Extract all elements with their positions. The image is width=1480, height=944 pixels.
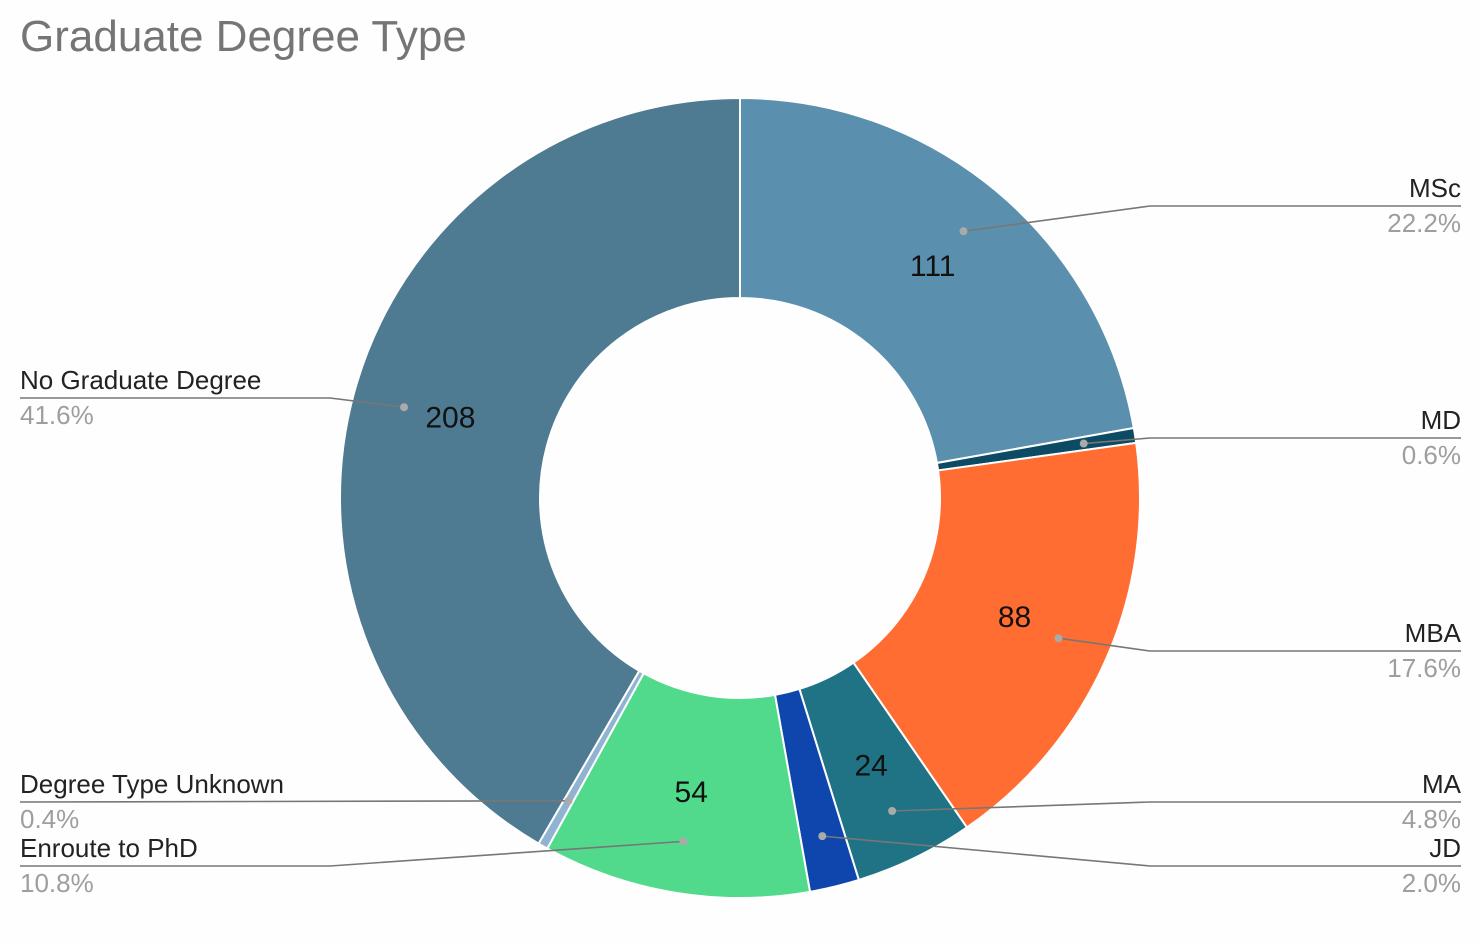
label-percent-enroute-to-phd: 10.8% [20, 868, 94, 898]
slice-value-no-graduate-degree: 208 [425, 402, 475, 435]
slice-value-msc: 111 [910, 250, 956, 283]
labels: 111 MSc 22.2% MD 0.6% 88 MBA 17.6% 24 MA 4.8%JD 2.0… [20, 173, 1462, 898]
label-percent-mba: 17.6% [1387, 653, 1461, 683]
leader-line-degree-type-unknown [19, 800, 569, 803]
leader-dot-ma [888, 806, 897, 815]
label-percent-md: 0.6% [1402, 440, 1461, 470]
leader-dot-md [1079, 439, 1088, 448]
leader-dot-no-graduate-degree [400, 403, 409, 412]
leader-line-md [1083, 437, 1461, 445]
leader-dot-enroute-to-phd [679, 837, 688, 846]
slice-value-mba: 88 [998, 601, 1031, 634]
slice-no-graduate-degree[interactable] [339, 96, 741, 845]
label-percent-jd: 2.0% [1402, 868, 1461, 898]
leader-line-ma [892, 801, 1461, 812]
leader-dot-msc [959, 227, 968, 236]
leader-dot-mba [1054, 634, 1063, 643]
label-percent-no-graduate-degree: 41.6% [20, 400, 94, 430]
leader-line-jd [822, 835, 1461, 867]
label-name-msc: MSc [1409, 173, 1461, 203]
leader-line-enroute-to-phd [20, 840, 684, 867]
label-name-jd: JD [1429, 833, 1461, 863]
label-percent-degree-type-unknown: 0.4% [20, 804, 79, 834]
leader-line-msc [963, 205, 1461, 233]
label-name-mba: MBA [1405, 618, 1462, 648]
slices [339, 96, 1141, 899]
chart-title: Graduate Degree Type [20, 12, 467, 61]
leader-dot-jd [818, 832, 827, 841]
slice-value-ma: 24 [854, 750, 887, 783]
slice-value-enroute-to-phd: 54 [675, 776, 708, 809]
label-name-ma: MA [1422, 769, 1462, 799]
label-name-md: MD [1421, 405, 1461, 435]
leader-dot-degree-type-unknown [564, 796, 573, 805]
leader-lines [19, 205, 1461, 867]
label-percent-msc: 22.2% [1387, 208, 1461, 238]
label-percent-ma: 4.8% [1402, 804, 1461, 834]
leader-line-no-graduate-degree [20, 397, 405, 409]
label-name-degree-type-unknown: Degree Type Unknown [20, 769, 284, 799]
label-name-enroute-to-phd: Enroute to PhD [20, 833, 198, 863]
label-name-no-graduate-degree: No Graduate Degree [20, 365, 261, 395]
slice-msc[interactable] [739, 96, 1135, 465]
leader-line-mba [1058, 637, 1461, 652]
